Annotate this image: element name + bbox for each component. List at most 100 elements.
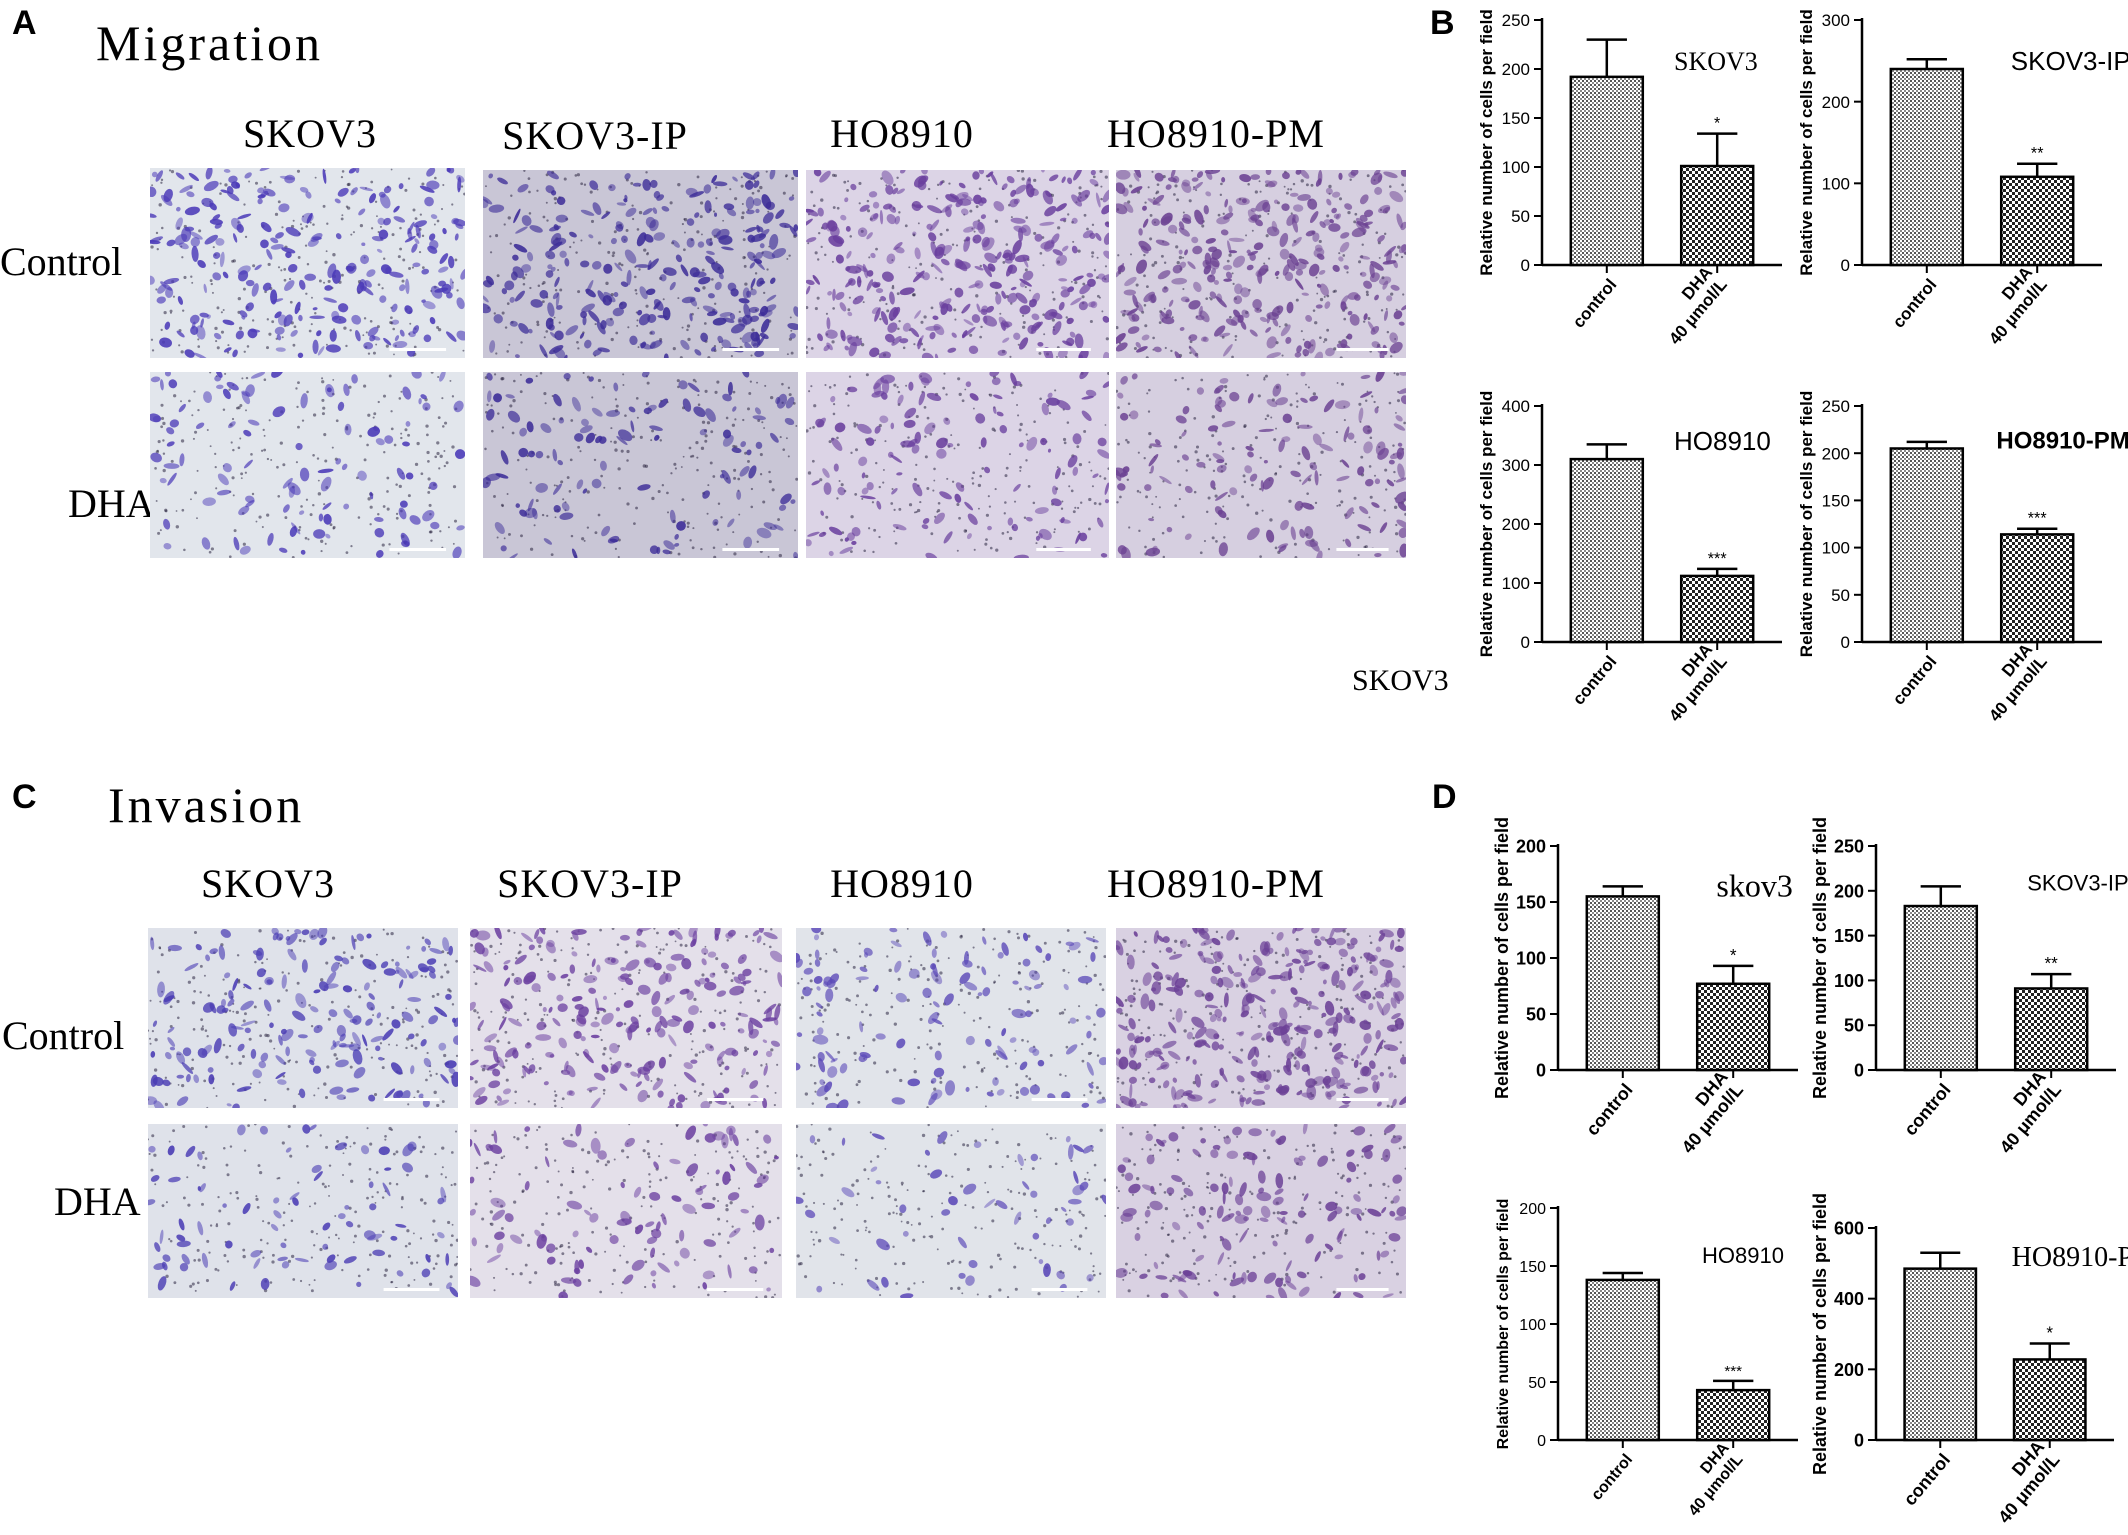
- micrograph: [150, 168, 465, 358]
- micrograph: [483, 372, 798, 558]
- x-tick-label-line: control: [1588, 1451, 1636, 1503]
- y-tick-label: 200: [1834, 1360, 1864, 1380]
- micrograph: [1116, 1124, 1406, 1298]
- y-tick-label: 50: [1528, 1375, 1546, 1392]
- bar: [1697, 1390, 1769, 1440]
- scale-bar: [1336, 548, 1388, 551]
- micrograph: [150, 372, 465, 558]
- micrograph: [470, 928, 782, 1108]
- y-tick-label: 0: [1854, 1060, 1864, 1080]
- row-label-dha-c: DHA: [54, 1178, 141, 1225]
- x-tick-label: control: [1900, 1080, 1955, 1140]
- bar: [1587, 1280, 1659, 1440]
- col-label-skov3-ip-c: SKOV3-IP: [430, 860, 750, 907]
- section-title-migration: Migration: [96, 14, 323, 72]
- significance-label: ***: [1708, 550, 1728, 568]
- bar: [1905, 906, 1977, 1070]
- significance-label: **: [2045, 954, 2059, 973]
- y-tick-label: 200: [1502, 60, 1530, 79]
- micrograph: [1116, 928, 1406, 1108]
- chart-title: HO8910: [1674, 426, 1771, 456]
- row-label-control-a: Control: [0, 238, 122, 285]
- scale-bar: [707, 1098, 763, 1101]
- scale-bar: [389, 548, 446, 551]
- scale-bar: [1032, 1288, 1088, 1291]
- y-tick-label: 0: [1536, 1060, 1546, 1080]
- y-axis-label: Relative number of cells per field: [1797, 9, 1816, 275]
- chart-title: HO8910-PM: [1996, 428, 2128, 455]
- x-tick-label-line: control: [1900, 1080, 1955, 1140]
- panel-letter-b: B: [1430, 4, 1455, 43]
- panel-letter-a: A: [12, 4, 37, 43]
- chart-title: SKOV3-IP: [2011, 46, 2128, 76]
- micrograph: [1116, 170, 1406, 358]
- x-tick-label: control: [1582, 1080, 1637, 1140]
- bar: [1697, 984, 1769, 1070]
- y-tick-label: 200: [1502, 515, 1530, 534]
- significance-label: ***: [1724, 1363, 1742, 1380]
- x-tick-label: control: [1569, 275, 1621, 331]
- y-tick-label: 300: [1502, 456, 1530, 475]
- scale-bar: [1036, 348, 1091, 351]
- col-label-skov3-ip-a: SKOV3-IP: [435, 112, 755, 159]
- y-tick-label: 200: [1519, 1201, 1546, 1218]
- y-tick-label: 100: [1519, 1317, 1546, 1334]
- y-tick-label: 100: [1822, 539, 1850, 558]
- y-axis-label: Relative number of cells per field: [1492, 817, 1512, 1099]
- y-tick-label: 50: [1831, 586, 1850, 605]
- y-axis-label: Relative number of cells per field: [1495, 1199, 1512, 1450]
- y-tick-label: 150: [1822, 492, 1850, 511]
- bar: [2015, 988, 2087, 1070]
- bar: [1905, 1269, 1976, 1440]
- bar: [1587, 896, 1659, 1070]
- panel-letter-d: D: [1432, 778, 1457, 817]
- micrograph: [483, 170, 798, 358]
- bar: [1681, 166, 1753, 265]
- significance-label: ***: [2028, 510, 2048, 528]
- x-tick-label: control: [1889, 652, 1941, 708]
- scale-bar: [1336, 348, 1388, 351]
- y-tick-label: 150: [1519, 1259, 1546, 1276]
- scale-bar: [707, 1288, 763, 1291]
- scale-bar: [389, 348, 446, 351]
- scale-bar: [1336, 1288, 1388, 1291]
- x-tick-label: control: [1889, 275, 1941, 331]
- col-label-ho8910-c: HO8910: [742, 860, 1062, 907]
- scale-bar: [1036, 548, 1091, 551]
- y-tick-label: 250: [1822, 397, 1850, 416]
- significance-label: *: [1714, 115, 1721, 133]
- stray-label-skov3: SKOV3: [1352, 664, 1449, 698]
- x-tick-label: control: [1900, 1450, 1955, 1510]
- y-axis-label: Relative number of cells per field: [1797, 391, 1816, 657]
- bar: [1891, 448, 1963, 642]
- y-tick-label: 150: [1516, 892, 1546, 912]
- row-label-dha-a: DHA: [68, 480, 155, 527]
- scale-bar: [384, 1288, 440, 1291]
- y-tick-label: 200: [1834, 881, 1864, 901]
- bar: [2014, 1359, 2085, 1440]
- y-tick-label: 0: [1841, 633, 1850, 652]
- col-label-skov3-a: SKOV3: [150, 110, 470, 157]
- y-tick-label: 400: [1502, 397, 1530, 416]
- y-tick-label: 50: [1844, 1016, 1864, 1036]
- panel-letter-c: C: [12, 778, 37, 817]
- scale-bar: [722, 348, 779, 351]
- y-tick-label: 50: [1526, 1004, 1546, 1024]
- scale-bar: [1032, 1098, 1088, 1101]
- row-label-control-c: Control: [2, 1012, 124, 1059]
- y-axis-label: Relative number of cells per field: [1810, 817, 1830, 1099]
- col-label-ho8910-pm-a: HO8910-PM: [1056, 110, 1376, 157]
- section-title-invasion: Invasion: [108, 776, 304, 834]
- bar: [1681, 576, 1753, 642]
- bar: [2001, 177, 2073, 265]
- y-axis-label: Relative number of cells per field: [1810, 1193, 1830, 1475]
- micrograph: [470, 1124, 782, 1298]
- y-tick-label: 100: [1822, 174, 1850, 193]
